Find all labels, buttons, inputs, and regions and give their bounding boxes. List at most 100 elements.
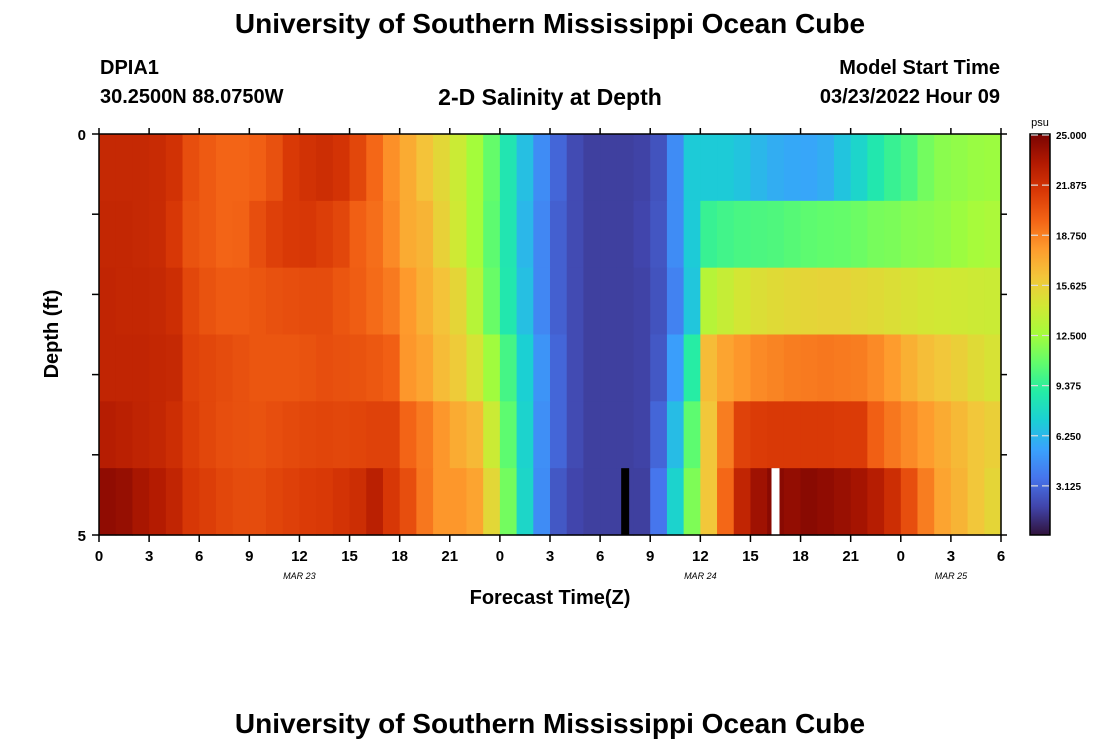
heatmap-cell [382,401,401,469]
heatmap-cell [717,401,735,469]
heatmap-cell [499,200,518,269]
heatmap-cell [616,200,635,269]
heatmap-cell [483,401,501,469]
heatmap-cell [583,200,601,269]
heatmap-cell [917,334,935,402]
heatmap-cell [666,134,685,202]
station-id: DPIA1 [100,57,159,79]
heatmap-cell [316,267,334,336]
heatmap-cell [867,401,885,469]
heatmap-cell [800,334,818,402]
heatmap-cell [132,200,150,269]
colorbar-units: psu [1031,117,1049,129]
heatmap-cell [165,468,184,536]
heatmap-cell [817,401,835,469]
heatmap-cell [884,334,902,402]
heatmap-cell [650,267,668,336]
heatmap-cell [583,267,601,336]
heatmap-cell [99,334,117,402]
heatmap-cell [884,401,902,469]
heatmap-cell [700,334,718,402]
heatmap-cell [165,267,184,336]
heatmap-cell [850,334,868,402]
heatmap-cell [750,200,768,269]
colorbar-tick-label: 12.500 [1056,332,1087,343]
heatmap-cell [783,334,802,402]
heatmap-cell [683,468,701,536]
heatmap-cell [683,401,701,469]
heatmap-cell [833,468,852,536]
heatmap-cell [516,334,534,402]
heatmap-cell [934,200,952,269]
heatmap-cell [366,267,384,336]
colorbar-tick-label: 3.125 [1056,482,1081,493]
heatmap-cell [984,267,1002,336]
heatmap-cell [316,334,334,402]
x-tick-label: 15 [742,548,759,565]
heatmap-cell [666,200,685,269]
heatmap-cell [266,200,284,269]
x-tick-label: 6 [195,548,203,565]
heatmap-cell [499,468,518,536]
heatmap-cell [900,401,919,469]
heatmap-cell [767,401,785,469]
heatmap-cell [666,401,685,469]
heatmap-cell [115,401,133,469]
heatmap-cell [332,401,351,469]
heatmap-cell [499,334,518,402]
heatmap-cell [149,200,167,269]
heatmap-cell [550,334,568,402]
y-axis: 05 [78,127,1007,545]
heatmap-cell [817,200,835,269]
heatmap-cell [717,267,735,336]
y-tick-label: 5 [78,528,86,545]
colorbar-tick-label: 6.250 [1056,432,1081,443]
heatmap-cell [165,200,184,269]
colorbar: psu 3.125 6.250 9.375 12.500 15.625 18.750 21.… [1029,117,1087,536]
heatmap-cell [950,468,969,536]
heatmap-cell [550,468,568,536]
heatmap-cell [165,401,184,469]
heatmap-cell [783,267,802,336]
heatmap-cell [299,267,317,336]
heatmap-cell [99,468,117,536]
heatmap-cell [600,401,618,469]
heatmap-cell [700,267,718,336]
heatmap-cell [817,267,835,336]
x-tick-label: 9 [245,548,253,565]
heatmap-cells [99,134,1002,536]
heatmap-cell [149,401,167,469]
heatmap-cell [650,200,668,269]
heatmap-cell [349,468,367,536]
heatmap-cell [600,134,618,202]
heatmap-cell [215,200,234,269]
heatmap-cell [399,334,417,402]
heatmap-cell [115,468,133,536]
x-tick-label: 9 [646,548,654,565]
heatmap-cell [215,401,234,469]
heatmap-cell [282,468,301,536]
heatmap-cell [215,468,234,536]
heatmap-cell [867,334,885,402]
heatmap-cell [683,334,701,402]
heatmap-cell [984,134,1002,202]
heatmap-cell [733,267,752,336]
heatmap-cell [984,401,1002,469]
heatmap-cell [249,200,267,269]
colorbar-tick-label: 21.875 [1056,181,1087,192]
heatmap-cell [99,401,117,469]
heatmap-cell [349,334,367,402]
heatmap-cell [449,200,468,269]
heatmap-cell [282,334,301,402]
heatmap-cell [650,401,668,469]
heatmap-cell [299,334,317,402]
heatmap-cell [733,134,752,202]
heatmap-cell [382,334,401,402]
heatmap-cell [700,200,718,269]
heatmap-cell [984,200,1002,269]
heatmap-cell [700,401,718,469]
heatmap-cell [466,200,484,269]
heatmap-cell [483,334,501,402]
heatmap-cell [867,267,885,336]
